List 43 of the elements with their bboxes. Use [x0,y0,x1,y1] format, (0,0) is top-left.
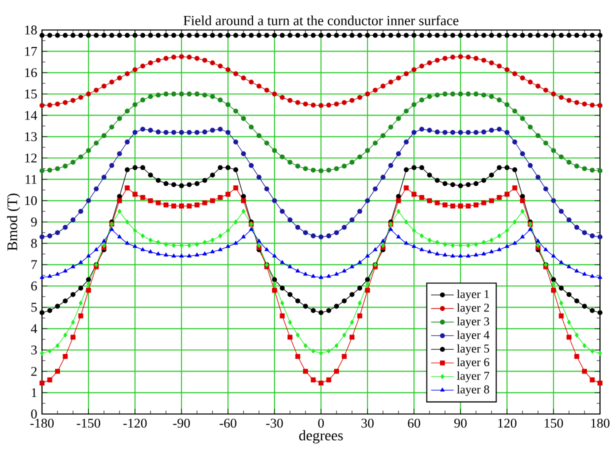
y-tick-label: 13 [25,132,37,142]
y-tick-label: 4 [30,324,38,334]
x-tick-label: 30 [362,418,374,428]
legend-label: layer 7 [456,371,490,382]
x-tick-label: -30 [266,418,283,428]
y-tick-label: 11 [26,174,37,184]
x-tick-label: -60 [220,418,236,428]
x-tick-label: -150 [76,418,100,428]
legend-label: layer 6 [456,358,490,369]
y-tick-label: 7 [32,260,37,270]
chart-title: Field around a turn at the conductor inner surface [184,15,458,26]
x-tick-label: 150 [544,418,563,428]
y-tick-label: 17 [25,46,37,56]
y-tick-label: 14 [25,110,38,120]
legend-label: layer 4 [456,330,490,342]
y-tick-label: 0 [31,410,37,418]
y-axis-title: Bmod (T) [6,194,20,251]
y-tick-label: 1 [32,388,37,398]
y-tick-label: 9 [31,218,37,226]
y-tick-label: 5 [31,302,37,312]
legend-label: layer 5 [456,344,490,356]
legend-label: layer 3 [456,316,490,328]
x-tick-label: -90 [173,418,190,428]
legend-label: layer 8 [456,385,490,396]
y-tick-label: 12 [25,154,37,162]
y-tick-label: 10 [25,196,37,206]
x-tick-label: 180 [591,418,610,428]
x-tick-label: 0 [318,418,324,428]
y-tick-label: 3 [31,346,37,354]
x-tick-label: 60 [408,418,420,428]
x-tick-label: 120 [498,418,516,428]
y-tick-label: 15 [25,90,37,98]
x-tick-label: 90 [454,418,467,428]
y-tick-label: 16 [25,68,37,78]
y-tick-label: 18 [25,26,37,34]
y-tick-label: 8 [31,238,37,248]
y-tick-label: 6 [31,282,37,290]
x-tick-label: -120 [123,418,147,428]
legend-label: layer 1 [456,290,489,301]
x-axis-title: degrees [299,430,343,444]
y-tick-label: 2 [31,366,37,376]
x-tick-label: -180 [30,418,54,428]
legend-label: layer 2 [456,303,489,314]
